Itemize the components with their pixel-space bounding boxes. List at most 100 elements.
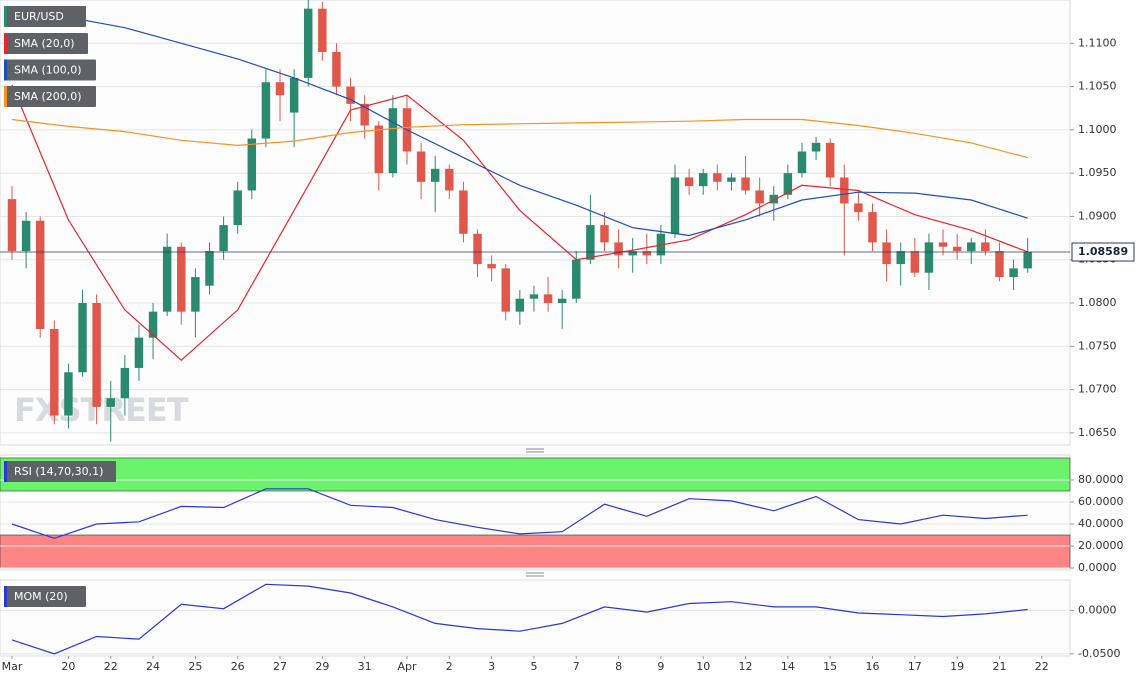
x-tick-label: 25 [188, 660, 202, 673]
x-tick-label: 2 [446, 660, 453, 673]
candle-body [1009, 268, 1018, 278]
candle-body [769, 194, 778, 204]
mom-panel [0, 579, 1071, 657]
candle-body [854, 203, 863, 213]
y-tick-label: 80.0000 [1078, 473, 1124, 486]
candle-body [346, 86, 355, 104]
y-tick-label: -0.0500 [1078, 647, 1120, 660]
y-tick-label: 40.0000 [1078, 517, 1124, 530]
legend-label: MOM (20) [14, 590, 68, 603]
x-tick-label: 7 [573, 660, 580, 673]
candle-body [247, 138, 257, 191]
candle-body [459, 190, 468, 234]
legend-swatch [4, 6, 7, 27]
candle-body [783, 173, 793, 195]
candle-body [1023, 251, 1032, 269]
watermark: FXSTREET [14, 391, 189, 429]
candle-body [557, 298, 567, 304]
x-tick-label: 17 [908, 660, 922, 673]
panel-resizer[interactable] [526, 448, 544, 453]
legend-swatch [4, 33, 7, 54]
candle-body [388, 108, 398, 174]
x-tick-label: Mar [2, 660, 23, 673]
x-tick-label: 22 [104, 660, 118, 673]
legend-item[interactable]: EUR/USD [4, 6, 86, 27]
candle-body [501, 268, 510, 312]
legend-label: SMA (100,0) [14, 64, 82, 77]
candle-body [840, 177, 849, 204]
legend-item[interactable]: MOM (20) [4, 586, 86, 607]
candle-body [318, 8, 327, 52]
candle-body [78, 303, 87, 373]
x-tick-label: 3 [488, 660, 495, 673]
candle-body [910, 251, 920, 273]
candle-body [304, 8, 313, 78]
candle-body [134, 337, 144, 368]
candle-body [628, 251, 637, 256]
legend-swatch [4, 586, 7, 607]
candle-body [275, 82, 285, 96]
candle-body [7, 199, 17, 252]
x-tick-label: 26 [231, 660, 245, 673]
candle-body [261, 82, 271, 139]
candle-body [952, 246, 962, 252]
panel-resizer[interactable] [526, 572, 544, 577]
candle-body [797, 151, 807, 174]
indicator-line [11, 583, 1028, 655]
price-panel [0, 0, 1071, 446]
candle-body [177, 246, 186, 312]
y-tick-label: 1.1050 [1078, 80, 1117, 93]
x-tick-label: 31 [358, 660, 372, 673]
candle-body [967, 242, 976, 252]
candle-body [191, 277, 200, 312]
candle-body [981, 242, 990, 252]
legend-label: RSI (14,70,30,1) [14, 465, 103, 478]
x-tick-label: 14 [781, 660, 795, 673]
legend-swatch [4, 86, 7, 107]
legend-item[interactable]: SMA (20,0) [4, 33, 88, 54]
candle-body [684, 177, 694, 187]
candle-body [148, 311, 158, 338]
indicator-line [11, 84, 1028, 362]
candle-body [35, 220, 45, 329]
legend-item[interactable]: SMA (100,0) [4, 59, 96, 81]
candle-body [445, 168, 454, 191]
y-tick-label: 1.0650 [1078, 426, 1117, 439]
candle-body [487, 264, 496, 269]
indicator-line [11, 488, 1028, 539]
x-tick-label: 21 [992, 660, 1006, 673]
candle-body [825, 142, 835, 178]
candle-body [50, 328, 59, 416]
legend-label: EUR/USD [14, 10, 64, 23]
y-tick-label: 60.0000 [1078, 495, 1124, 508]
y-tick-label: 1.0750 [1078, 339, 1117, 352]
candle-body [289, 77, 299, 113]
candle-body [924, 242, 934, 273]
x-tick-label: 19 [950, 660, 964, 673]
candle-body [374, 125, 383, 174]
candle-body [614, 242, 623, 256]
candle-body [106, 398, 115, 407]
y-tick-label: 1.0900 [1078, 209, 1117, 222]
candle-body [572, 259, 581, 299]
candle-body [219, 225, 228, 252]
candle-body [995, 251, 1004, 278]
candle-body [64, 372, 73, 416]
rsi-band [0, 534, 1071, 569]
candle-body [430, 168, 440, 182]
candle-body [416, 151, 426, 182]
candle-body [670, 177, 680, 234]
candle-body [360, 103, 369, 126]
x-tick-label: 22 [1035, 660, 1049, 673]
legend-item[interactable]: SMA (200,0) [4, 86, 96, 107]
candle-body [896, 251, 905, 265]
y-tick-label: 1.0700 [1078, 383, 1117, 396]
candle-body [162, 246, 172, 312]
x-tick-label: 20 [61, 660, 75, 673]
candle-body [92, 303, 101, 407]
x-tick-label: 16 [866, 660, 880, 673]
legend-item[interactable]: RSI (14,70,30,1) [4, 461, 116, 482]
candle-body [642, 251, 652, 256]
candle-body [868, 212, 877, 243]
